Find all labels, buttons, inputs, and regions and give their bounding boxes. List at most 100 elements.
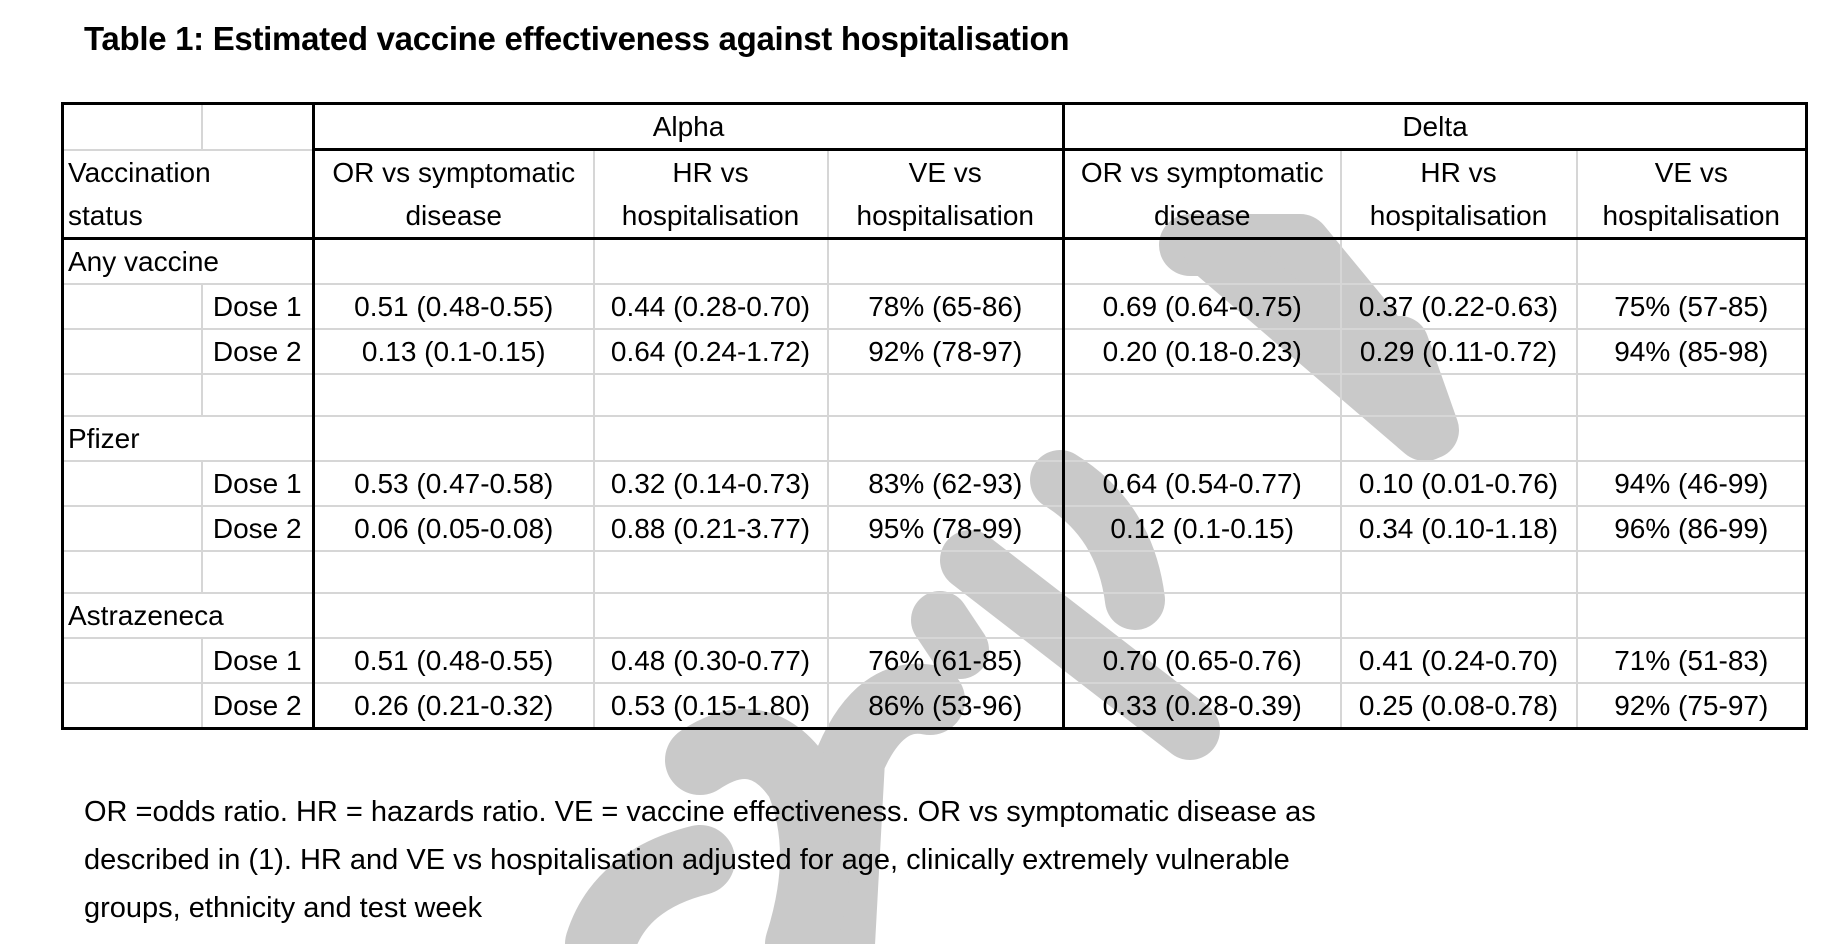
table-value-cell: 0.33 (0.28-0.39) bbox=[1062, 682, 1342, 730]
empty-cell bbox=[1339, 550, 1578, 594]
table-value-cell: 0.70 (0.65-0.76) bbox=[1062, 637, 1342, 684]
empty-cell bbox=[61, 505, 203, 552]
column-header-line: VE vs bbox=[1654, 157, 1728, 188]
table-value-cell: 92% (78-97) bbox=[826, 328, 1065, 375]
table-value-cell: 96% (86-99) bbox=[1575, 505, 1809, 552]
table-value-cell: 0.48 (0.30-0.77) bbox=[592, 637, 829, 684]
empty-cell bbox=[1575, 415, 1809, 462]
group-header-delta: Delta bbox=[1062, 102, 1809, 151]
table-value-cell: 0.37 (0.22-0.63) bbox=[1339, 283, 1578, 330]
table-value-cell: 76% (61-85) bbox=[826, 637, 1065, 684]
column-header-delta-ve: VE vs hospitalisation bbox=[1575, 148, 1809, 240]
empty-header-cell bbox=[200, 102, 315, 151]
empty-cell bbox=[61, 550, 203, 594]
empty-cell bbox=[61, 460, 203, 507]
empty-cell bbox=[1062, 237, 1342, 285]
empty-cell bbox=[1062, 550, 1342, 594]
column-header-line: hospitalisation bbox=[1369, 200, 1548, 231]
section-label: Any vaccine bbox=[61, 237, 315, 285]
table-value-cell: 0.64 (0.54-0.77) bbox=[1062, 460, 1342, 507]
empty-cell bbox=[592, 237, 829, 285]
column-header-row: Vaccination status OR vs symptomatic dis… bbox=[61, 148, 1809, 240]
empty-cell bbox=[312, 550, 595, 594]
empty-cell bbox=[826, 415, 1065, 462]
section-label: Pfizer bbox=[61, 415, 315, 462]
column-header-delta-or: OR vs symptomatic disease bbox=[1062, 148, 1342, 240]
footnote-line: described in (1). HR and VE vs hospitali… bbox=[84, 844, 1290, 876]
table-value-cell: 0.64 (0.24-1.72) bbox=[592, 328, 829, 375]
empty-cell bbox=[1575, 550, 1809, 594]
empty-cell bbox=[592, 415, 829, 462]
empty-cell bbox=[1575, 237, 1809, 285]
column-header-line: Vaccination bbox=[68, 156, 211, 188]
empty-cell bbox=[1062, 415, 1342, 462]
table-value-cell: 0.69 (0.64-0.75) bbox=[1062, 283, 1342, 330]
table-row: Dose 2 0.06 (0.05-0.08) 0.88 (0.21-3.77) 95… bbox=[61, 505, 1809, 552]
table-value-cell: 0.44 (0.28-0.70) bbox=[592, 283, 829, 330]
table-title: Table 1: Estimated vaccine effectiveness… bbox=[84, 20, 1070, 57]
table-row: Dose 2 0.26 (0.21-0.32) 0.53 (0.15-1.80) 86… bbox=[61, 682, 1809, 730]
table-value-cell: 92% (75-97) bbox=[1575, 682, 1809, 730]
column-header-line: hospitalisation bbox=[856, 200, 1034, 231]
table-row: Dose 1 0.51 (0.48-0.55) 0.44 (0.28-0.70) 78… bbox=[61, 283, 1809, 330]
table-value-cell: 86% (53-96) bbox=[826, 682, 1065, 730]
empty-cell bbox=[826, 373, 1065, 417]
column-header-delta-hr: HR vs hospitalisation bbox=[1339, 148, 1578, 240]
table-value-cell: 71% (51-83) bbox=[1575, 637, 1809, 684]
table-value-cell: 0.51 (0.48-0.55) bbox=[312, 283, 595, 330]
table-row: Dose 1 0.53 (0.47-0.58) 0.32 (0.14-0.73) 83… bbox=[61, 460, 1809, 507]
table-value-cell: 0.12 (0.1-0.15) bbox=[1062, 505, 1342, 552]
group-header-row: Alpha Delta bbox=[61, 102, 1809, 151]
empty-cell bbox=[200, 550, 315, 594]
table-value-cell: 0.53 (0.15-1.80) bbox=[592, 682, 829, 730]
column-header-line: hospitalisation bbox=[1602, 200, 1780, 231]
dose-label: Dose 2 bbox=[200, 505, 315, 552]
table-value-cell: 0.20 (0.18-0.23) bbox=[1062, 328, 1342, 375]
table-value-cell: 0.26 (0.21-0.32) bbox=[312, 682, 595, 730]
vaccine-effectiveness-table: Alpha Delta Vaccination status OR vs sym… bbox=[61, 102, 1809, 730]
column-header-line: disease bbox=[405, 200, 502, 231]
empty-cell bbox=[826, 237, 1065, 285]
section-label: Astrazeneca bbox=[61, 592, 315, 639]
empty-cell bbox=[312, 237, 595, 285]
empty-cell bbox=[1575, 373, 1809, 417]
column-header-line: HR vs bbox=[672, 157, 749, 188]
table-value-cell: 0.34 (0.10-1.18) bbox=[1339, 505, 1578, 552]
section-label-row: Pfizer bbox=[61, 415, 1809, 462]
empty-cell bbox=[826, 592, 1065, 639]
table-value-cell: 83% (62-93) bbox=[826, 460, 1065, 507]
empty-cell bbox=[1339, 237, 1578, 285]
column-header-line: hospitalisation bbox=[621, 200, 800, 231]
table-value-cell: 94% (85-98) bbox=[1575, 328, 1809, 375]
empty-cell bbox=[1575, 592, 1809, 639]
empty-cell bbox=[592, 592, 829, 639]
empty-cell bbox=[61, 682, 203, 730]
empty-cell bbox=[61, 373, 203, 417]
table-value-cell: 95% (78-99) bbox=[826, 505, 1065, 552]
empty-cell bbox=[1339, 592, 1578, 639]
table-row: Dose 1 0.51 (0.48-0.55) 0.48 (0.30-0.77) 76… bbox=[61, 637, 1809, 684]
empty-cell bbox=[312, 373, 595, 417]
empty-cell bbox=[592, 373, 829, 417]
table-value-cell: 0.10 (0.01-0.76) bbox=[1339, 460, 1578, 507]
dose-label: Dose 2 bbox=[200, 682, 315, 730]
table-value-cell: 0.25 (0.08-0.78) bbox=[1339, 682, 1578, 730]
dose-label: Dose 1 bbox=[200, 460, 315, 507]
dose-label: Dose 2 bbox=[200, 328, 315, 375]
table-value-cell: 0.53 (0.47-0.58) bbox=[312, 460, 595, 507]
empty-header-cell bbox=[61, 102, 203, 151]
footnote-line: groups, ethnicity and test week bbox=[84, 892, 483, 924]
column-header-line: disease bbox=[1153, 200, 1251, 231]
column-header-line: HR vs bbox=[1420, 157, 1497, 188]
empty-cell bbox=[61, 637, 203, 684]
empty-cell bbox=[200, 373, 315, 417]
table-value-cell: 0.88 (0.21-3.77) bbox=[592, 505, 829, 552]
empty-cell bbox=[1062, 592, 1342, 639]
column-header-line: OR vs symptomatic bbox=[1080, 157, 1324, 188]
group-header-alpha: Alpha bbox=[312, 102, 1065, 151]
table-value-cell: 0.06 (0.05-0.08) bbox=[312, 505, 595, 552]
table-value-cell: 0.13 (0.1-0.15) bbox=[312, 328, 595, 375]
column-header-vaccination-status: Vaccination status bbox=[61, 148, 315, 240]
empty-cell bbox=[312, 592, 595, 639]
